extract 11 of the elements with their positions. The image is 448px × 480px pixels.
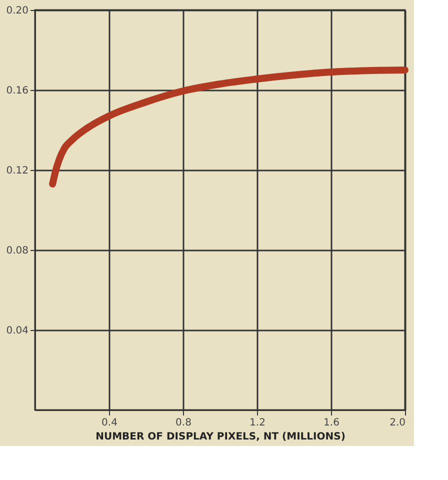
x-tick-label: 1.6 xyxy=(324,418,340,428)
x-tick-label: 2.0 xyxy=(390,418,406,428)
x-tick-label: 1.2 xyxy=(250,418,266,428)
x-tick-label: 0.4 xyxy=(102,418,118,428)
y-tick-label: 0.20 xyxy=(6,6,28,16)
y-tick-label: 0.16 xyxy=(6,86,28,96)
x-axis-title: NUMBER OF DISPLAY PIXELS, NT (MILLIONS) xyxy=(96,432,346,442)
y-tick-label: 0.04 xyxy=(6,326,28,336)
x-tick-label: 0.8 xyxy=(176,418,192,428)
y-tick-label: 0.08 xyxy=(6,246,28,256)
y-tick-label: 0.12 xyxy=(6,166,28,176)
